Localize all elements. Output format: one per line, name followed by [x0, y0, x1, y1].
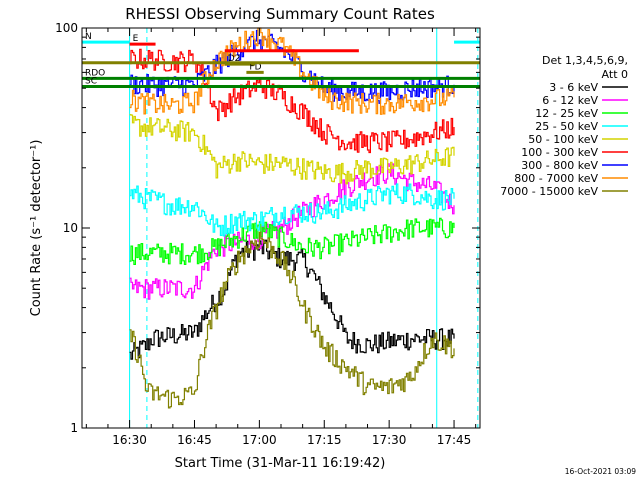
x-tick-label: 16:45 [177, 433, 212, 447]
y-tick-label: 100 [55, 21, 78, 35]
legend-entry-label: 100 - 300 keV [521, 146, 598, 159]
series-line-3-6-kev [129, 239, 455, 360]
flag-label-rdo: RDO [85, 68, 105, 78]
legend-entry-label: 7000 - 15000 keV [500, 185, 598, 198]
axes: 16:30 16:45 17:00 17:15 17:30 17:45 1 10 100 [55, 21, 480, 447]
x-tick-label: 17:15 [307, 433, 342, 447]
flag-label-e: E [133, 34, 139, 44]
series-line-800-7000-kev [129, 27, 455, 115]
flag-label-sc: SC [85, 76, 97, 86]
legend-entry-label: 3 - 6 keV [549, 81, 598, 94]
flag-label-n: N [85, 32, 92, 42]
legend-entry-label: 800 - 7000 keV [514, 172, 598, 185]
series-line-6-12-kev [129, 163, 455, 300]
legend-entry-label: 6 - 12 keV [542, 94, 598, 107]
series-line-25-50-kev [129, 183, 455, 237]
legend-entry-label: 25 - 50 keV [535, 120, 598, 133]
y-axis-label: Count Rate (s⁻¹ detector⁻¹) [29, 140, 44, 317]
series-line-100-300-kev [129, 48, 455, 154]
series-line-7000-15000-kev [129, 231, 455, 409]
legend-title-line-1: Det 1,3,4,5,6,9, [542, 54, 628, 67]
y-tick-label: 10 [63, 221, 78, 235]
legend-entry-label: 12 - 25 keV [535, 107, 598, 120]
series-line-50-100-kev [129, 114, 455, 185]
flag-label-fd: FD [249, 62, 261, 72]
legend-title-line-2: Att 0 [602, 68, 628, 81]
timestamp: 16-Oct-2021 03:09 [565, 467, 636, 476]
y-tick-label: 1 [70, 421, 78, 435]
chart-title: RHESSI Observing Summary Count Rates [125, 5, 435, 23]
x-tick-label: 16:30 [112, 433, 147, 447]
x-tick-label: 17:30 [372, 433, 407, 447]
x-tick-label: 17:45 [437, 433, 472, 447]
x-axis-label: Start Time (31-Mar-11 16:19:42) [175, 456, 386, 471]
flag-label-d2: D2 [228, 54, 241, 64]
series-line-12-25-kev [129, 217, 455, 265]
legend-entry-label: 300 - 800 keV [521, 159, 598, 172]
x-tick-label: 17:00 [242, 433, 277, 447]
legend-entry-label: 50 - 100 keV [528, 133, 598, 146]
